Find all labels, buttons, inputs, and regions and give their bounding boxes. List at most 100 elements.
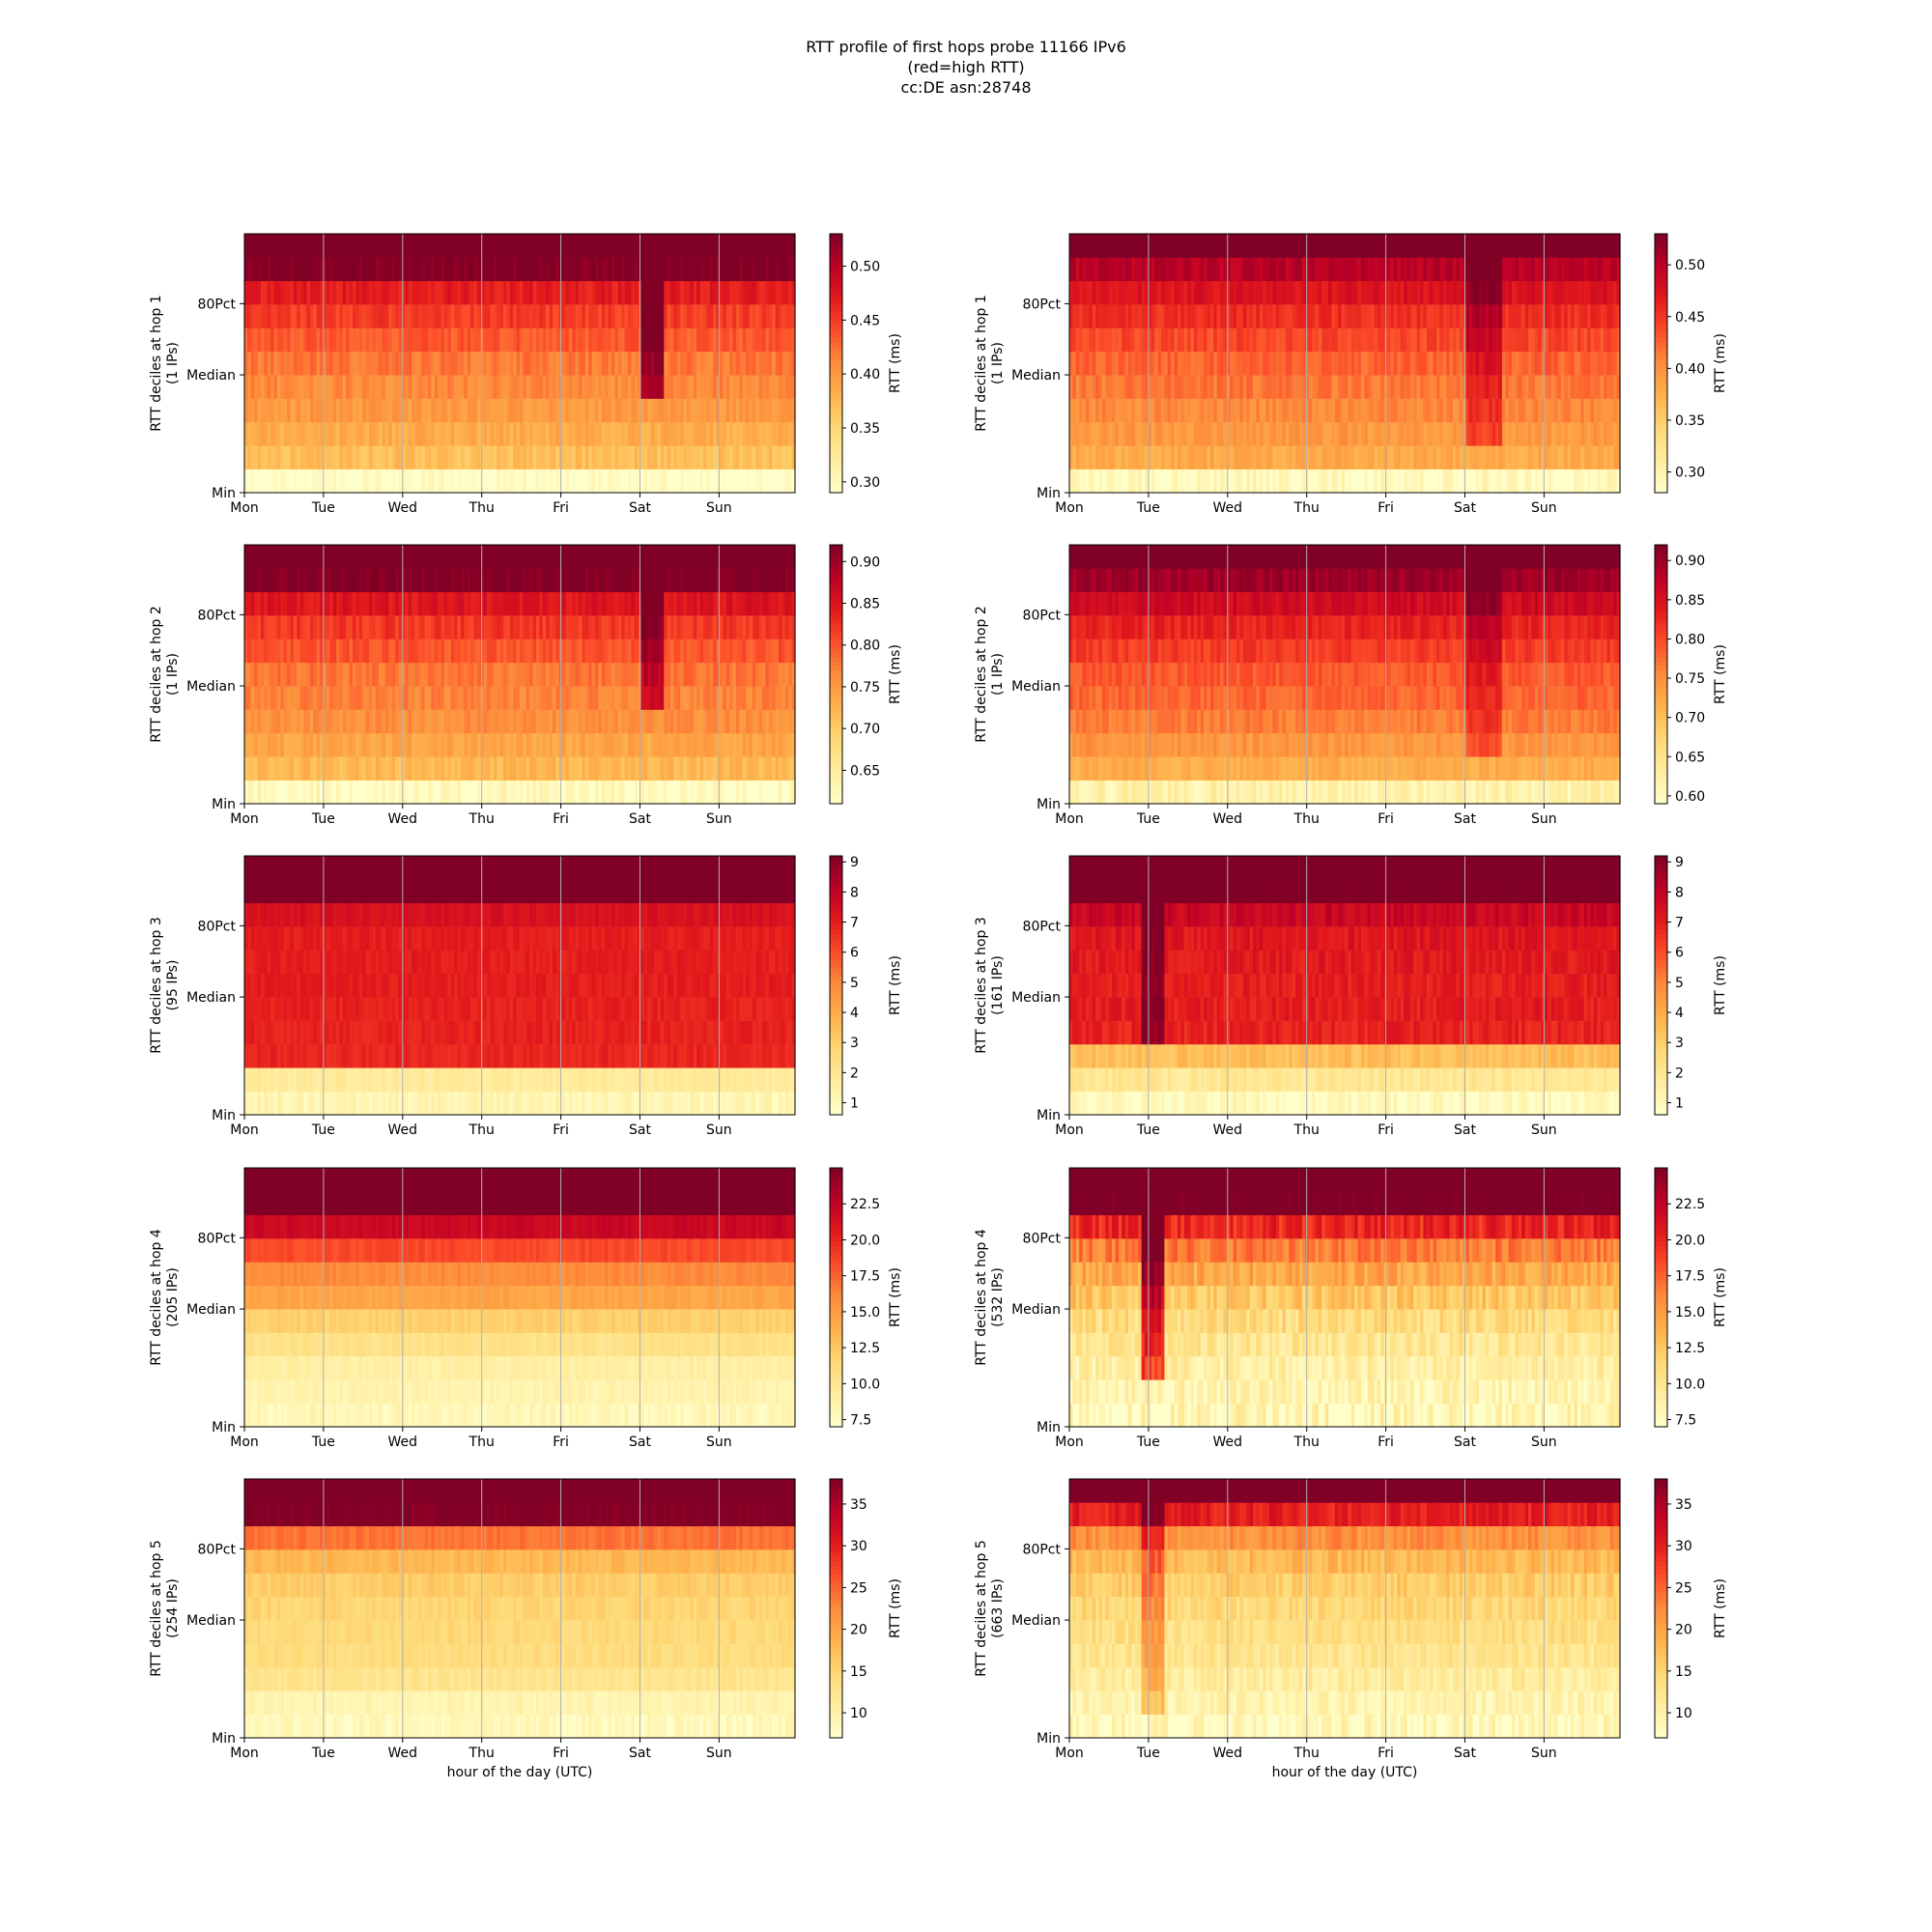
heatmap-cell xyxy=(523,352,526,376)
heatmap-cell xyxy=(546,375,550,399)
heatmap-cell xyxy=(398,234,402,258)
heatmap-cell xyxy=(1086,469,1090,494)
colorbar-segment xyxy=(830,402,842,407)
heatmap-cell xyxy=(1072,469,1076,494)
heatmap-cell xyxy=(569,469,573,494)
heatmap-cell xyxy=(329,399,333,423)
heatmap-cell xyxy=(444,422,448,446)
colorbar-segment xyxy=(830,298,842,303)
colorbar-segment xyxy=(830,281,842,286)
heatmap-cell xyxy=(454,422,458,446)
heatmap-cell xyxy=(1072,304,1076,328)
heatmap-cell xyxy=(1109,304,1113,328)
heatmap-cell xyxy=(500,445,504,469)
colorbar-segment xyxy=(830,307,842,312)
heatmap-cell xyxy=(409,375,412,399)
figure: RTT profile of first hops probe 11166 IP… xyxy=(0,0,1932,1932)
heatmap-cell xyxy=(431,257,435,281)
heatmap-cell xyxy=(651,422,655,446)
heatmap-cell xyxy=(270,399,274,423)
heatmap-cell xyxy=(592,445,596,469)
heatmap-cell xyxy=(398,445,402,469)
heatmap-cell xyxy=(673,304,677,328)
heatmap-cell xyxy=(339,234,343,258)
heatmap-cell xyxy=(1131,304,1135,328)
heatmap-cell xyxy=(569,445,573,469)
heatmap-cell xyxy=(788,304,792,328)
heatmap-cell xyxy=(247,281,251,305)
heatmap-cell xyxy=(421,422,425,446)
heatmap-cell xyxy=(706,257,710,281)
heatmap-cell xyxy=(376,257,380,281)
heatmap-cell xyxy=(536,234,540,258)
heatmap-cell xyxy=(569,422,573,446)
heatmap-cell xyxy=(684,375,688,399)
heatmap-cell xyxy=(1086,445,1090,469)
heatmap-cell xyxy=(536,281,540,305)
heatmap-cell xyxy=(651,375,655,399)
heatmap-cell xyxy=(628,281,632,305)
heatmap-cell xyxy=(306,281,310,305)
heatmap-cell xyxy=(353,327,356,352)
heatmap-cell xyxy=(661,445,665,469)
heatmap-cell xyxy=(294,327,298,352)
heatmap-cell xyxy=(385,375,389,399)
heatmap-cell xyxy=(1095,469,1099,494)
heatmap-cell xyxy=(362,234,366,258)
heatmap-cell xyxy=(294,304,298,328)
heatmap-cell xyxy=(431,327,435,352)
colorbar-segment xyxy=(830,316,842,321)
heatmap-cell xyxy=(317,399,321,423)
heatmap-cell xyxy=(339,445,343,469)
heatmap-cell xyxy=(706,399,710,423)
heatmap-grid: Mon Tue Wed Thu Fri Sat Sun80PctMedianMinRTT d… xyxy=(0,0,1932,1932)
heatmap-cell xyxy=(317,422,321,446)
heatmap-cell xyxy=(776,257,780,281)
heatmap-cell xyxy=(1131,445,1135,469)
heatmap-cell xyxy=(788,234,792,258)
heatmap-cell xyxy=(1095,422,1099,446)
heatmap-cell xyxy=(1131,281,1135,305)
heatmap-cell xyxy=(261,469,265,494)
heatmap-cell xyxy=(546,234,550,258)
heatmap-cell xyxy=(270,422,274,446)
colorbar-segment xyxy=(830,376,842,381)
heatmap-cell xyxy=(329,352,333,376)
heatmap-cell xyxy=(306,234,310,258)
heatmap-cell xyxy=(651,445,655,469)
heatmap-cell xyxy=(696,234,700,258)
heatmap-cell xyxy=(706,375,710,399)
heatmap-cell xyxy=(788,375,792,399)
heatmap-cell xyxy=(765,445,769,469)
heatmap-cell xyxy=(651,257,655,281)
heatmap-cell xyxy=(500,352,504,376)
heatmap-cell xyxy=(385,469,389,494)
heatmap-cell xyxy=(477,352,481,376)
x-tick-label: Thu xyxy=(469,500,495,516)
heatmap-cell xyxy=(765,422,769,446)
heatmap-cell xyxy=(468,304,471,328)
heatmap-cell xyxy=(720,327,724,352)
heatmap-cell xyxy=(306,445,310,469)
heatmap-cell xyxy=(362,375,366,399)
heatmap-cell xyxy=(444,352,448,376)
heatmap-cell xyxy=(317,327,321,352)
y-tick-label: Median xyxy=(186,368,236,384)
heatmap-cell xyxy=(546,327,550,352)
colorbar-tick-label: 0.45 xyxy=(850,313,880,328)
heatmap-cell xyxy=(421,327,425,352)
x-tick-label: Mon xyxy=(230,500,259,516)
heatmap-cell xyxy=(628,327,632,352)
colorbar-segment xyxy=(830,381,842,385)
heatmap-cell xyxy=(398,422,402,446)
colorbar-segment xyxy=(830,328,842,333)
heatmap-cell xyxy=(421,234,425,258)
heatmap-cell xyxy=(536,304,540,328)
heatmap-cell xyxy=(468,469,471,494)
heatmap-cell xyxy=(628,445,632,469)
heatmap-cell xyxy=(261,327,265,352)
heatmap-cell xyxy=(582,399,585,423)
colorbar-segment xyxy=(830,424,842,429)
heatmap-cell xyxy=(743,469,747,494)
heatmap-cell xyxy=(477,469,481,494)
